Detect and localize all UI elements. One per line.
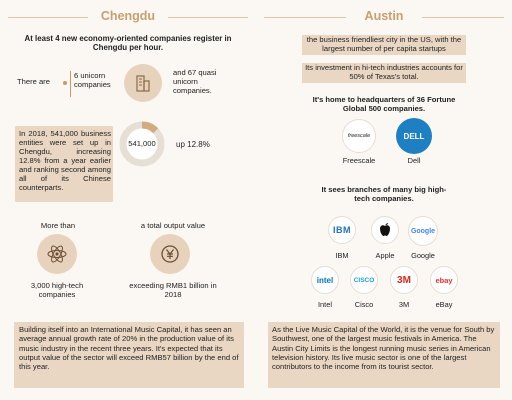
- ring-growth: up 12.8%: [176, 140, 210, 149]
- 3m-label: 3M: [398, 300, 410, 309]
- austin-music-text: As the Live Music Capital of the World, …: [272, 325, 495, 371]
- ebay-logo: ebay: [430, 266, 458, 294]
- business-text: In 2018, 541,000 business entities were …: [19, 129, 111, 192]
- austin-title: Austin: [364, 9, 404, 23]
- dell-label: Dell: [407, 156, 421, 165]
- ibm-label: IBM: [335, 251, 349, 260]
- title-rule: [264, 17, 346, 18]
- austin-column: Austin the business friendliest city in …: [256, 0, 512, 400]
- hq-text: It's home to headquarters of 36 Fortune …: [312, 95, 456, 113]
- friendliest-text: the business friendliest city in the US,…: [306, 35, 462, 53]
- dell-logo: DELL: [396, 118, 432, 154]
- freescale-label: Freescale: [342, 156, 376, 165]
- title-rule: [422, 17, 504, 18]
- highlight-bar: [302, 45, 466, 55]
- there-are-text: There are: [17, 77, 50, 86]
- yuan-coin-icon: [150, 234, 190, 274]
- cisco-label: Cisco: [354, 300, 374, 309]
- ibm-logo: IBM: [328, 216, 356, 244]
- divider-line: [70, 71, 71, 97]
- google-label: Google: [411, 251, 435, 260]
- intel-logo: intel: [311, 266, 339, 294]
- exceeding-text: exceeding RMB1 billion in 2018: [129, 281, 217, 299]
- hightech-text: 3,000 high-tech companies: [30, 281, 84, 299]
- apple-icon: [380, 223, 390, 236]
- chengdu-headline: At least 4 new economy-oriented companie…: [24, 34, 232, 53]
- highlight-bar: [302, 63, 466, 73]
- atom-icon: [37, 234, 77, 274]
- growth-ring-arc: [141, 121, 159, 134]
- ring-value: 541,000: [128, 139, 156, 148]
- cisco-logo: CISCO: [350, 266, 378, 294]
- total-output-text: a total output value: [140, 221, 206, 230]
- 3m-logo: 3M: [390, 266, 418, 294]
- intel-label: Intel: [318, 300, 332, 309]
- freescale-logo: freescale: [342, 119, 376, 153]
- growth-ring: [119, 121, 165, 167]
- title-rule: [8, 17, 88, 18]
- investment-text: Its investment in hi-tech industries acc…: [305, 63, 463, 81]
- more-than-text: More than: [40, 221, 76, 230]
- highlight-bar: [302, 73, 466, 83]
- apple-logo: [371, 216, 399, 244]
- title-rule: [168, 17, 248, 18]
- quasi-unicorn-text: and 67 quasi unicorn companies.: [173, 68, 217, 95]
- music-box: [268, 322, 500, 388]
- highlight-bar: [302, 35, 466, 45]
- chengdu-music-text: Building itself into an International Mu…: [19, 325, 239, 371]
- apple-label: Apple: [375, 251, 395, 260]
- business-box: [15, 126, 113, 202]
- unicorn-text: 6 unicorn companies: [74, 71, 111, 89]
- branches-text: It sees branches of many big high-tech c…: [321, 185, 447, 203]
- ebay-label: eBay: [435, 300, 453, 309]
- chengdu-column: Chengdu At least 4 new economy-oriented …: [0, 0, 256, 400]
- chengdu-title: Chengdu: [100, 9, 156, 23]
- bullet-dot: [63, 81, 67, 85]
- building-icon: [124, 64, 162, 102]
- google-logo: Google: [408, 216, 438, 246]
- music-box: [14, 322, 244, 388]
